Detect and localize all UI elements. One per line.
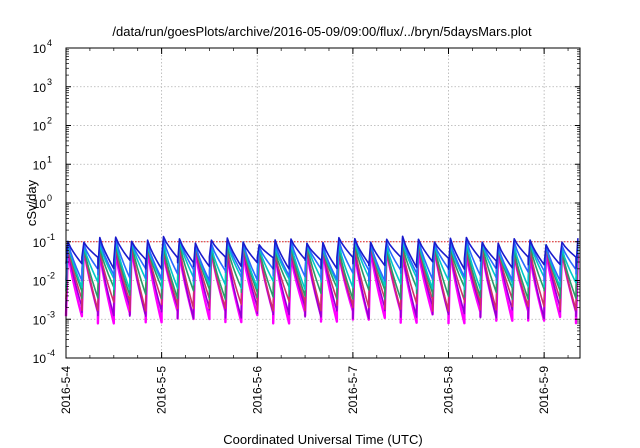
y-tick-exponent: 0 — [47, 193, 52, 203]
series-line — [65, 240, 579, 301]
x-tick-label: 2016-5-4 — [59, 366, 73, 414]
x-tick-label: 2016-5-9 — [537, 366, 551, 414]
y-tick-exponent: -4 — [47, 348, 55, 358]
y-tick-label: 10 — [33, 352, 47, 366]
grid — [66, 48, 580, 358]
y-tick-label: 10 — [33, 236, 47, 250]
y-tick-exponent: 3 — [47, 77, 52, 87]
y-tick-exponent: -3 — [47, 309, 55, 319]
y-tick-label: 10 — [33, 81, 47, 95]
x-tick-label: 2016-5-7 — [346, 366, 360, 414]
series-group — [64, 235, 580, 325]
y-tick-label: 10 — [33, 275, 47, 289]
y-tick-exponent: -1 — [47, 232, 55, 242]
y-tick-exponent: 1 — [47, 154, 52, 164]
x-tick-label: 2016-5-6 — [250, 366, 264, 414]
x-ticks: 2016-5-4 2016-5-5 2016-5-6 2016-5-7 2016-5-8… — [59, 48, 569, 414]
series-line — [65, 235, 579, 270]
y-tick-label: 10 — [33, 158, 47, 172]
y-tick-exponent: 2 — [47, 116, 52, 126]
x-tick-label: 2016-5-5 — [155, 366, 169, 414]
y-tick-label: 10 — [33, 197, 47, 211]
y-axis-label: cSv/day — [24, 179, 39, 226]
y-tick-label: 10 — [33, 120, 47, 134]
x-tick-label: 2016-5-8 — [442, 366, 456, 414]
x-axis-label: Coordinated Universal Time (UTC) — [223, 432, 422, 447]
chart-title: /data/run/goesPlots/archive/2016-05-09/0… — [112, 24, 532, 39]
y-tick-exponent: -2 — [47, 271, 55, 281]
y-tick-label: 10 — [33, 313, 47, 327]
y-tick-label: 10 — [33, 42, 47, 56]
y-tick-exponent: 4 — [47, 38, 52, 48]
